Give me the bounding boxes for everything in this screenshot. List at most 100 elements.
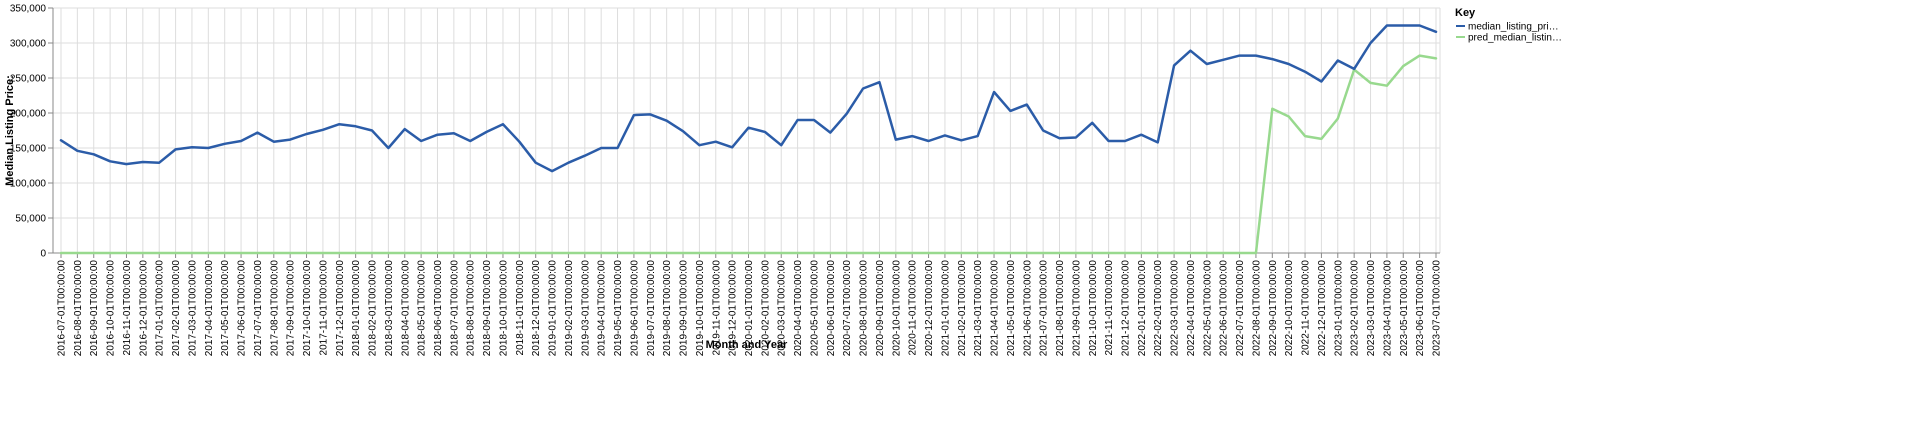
- x-tick-label: 2018-11-01T00:00:00: [515, 260, 526, 356]
- x-tick-label: 2019-07-01T00:00:00: [646, 260, 657, 357]
- x-tick-label: 2023-01-01T00:00:00: [1333, 260, 1344, 357]
- x-tick-label: 2019-08-01T00:00:00: [662, 260, 673, 357]
- x-tick-label: 2021-05-01T00:00:00: [1006, 260, 1017, 357]
- y-tick-label: 50,000: [15, 214, 46, 225]
- y-tick-label: 300,000: [10, 39, 47, 50]
- x-tick-label: 2017-01-01T00:00:00: [155, 260, 166, 357]
- x-tick-label: 2021-06-01T00:00:00: [1022, 260, 1033, 357]
- x-tick-label: 2021-11-01T00:00:00: [1104, 260, 1115, 356]
- y-tick-label: 350,000: [10, 4, 47, 15]
- x-tick-label: 2018-06-01T00:00:00: [433, 260, 444, 357]
- x-tick-label: 2017-05-01T00:00:00: [220, 260, 231, 357]
- x-tick-label: 2020-10-01T00:00:00: [891, 260, 902, 357]
- series-line-pred_median_listing_price: [59, 54, 1438, 255]
- x-tick-label: 2019-03-01T00:00:00: [580, 260, 591, 357]
- x-tick-label: 2019-01-01T00:00:00: [548, 260, 559, 357]
- x-tick-label: 2019-05-01T00:00:00: [613, 260, 624, 357]
- x-tick-label: 2022-07-01T00:00:00: [1235, 260, 1246, 357]
- x-tick-label: 2022-03-01T00:00:00: [1170, 260, 1181, 357]
- x-tick-label: 2016-07-01T00:00:00: [57, 260, 68, 357]
- x-tick-label: 2020-03-01T00:00:00: [777, 260, 788, 357]
- x-tick-label: 2021-12-01T00:00:00: [1120, 260, 1131, 357]
- x-tick-label: 2020-05-01T00:00:00: [809, 260, 820, 357]
- x-tick-label: 2019-12-01T00:00:00: [728, 260, 739, 357]
- x-tick-label: 2020-06-01T00:00:00: [826, 260, 837, 357]
- x-tick-label: 2020-11-01T00:00:00: [908, 260, 919, 356]
- x-tick-label: 2018-12-01T00:00:00: [531, 260, 542, 357]
- legend-label-median_listing_price: median_listing_pri…: [1468, 22, 1559, 33]
- x-tick-label: 2023-03-01T00:00:00: [1366, 260, 1377, 357]
- x-tick-label: 2022-04-01T00:00:00: [1186, 260, 1197, 357]
- x-tick-label: 2021-08-01T00:00:00: [1055, 260, 1066, 357]
- legend-items: median_listing_pri…pred_median_listin…: [1456, 22, 1562, 44]
- x-tick-label: 2023-02-01T00:00:00: [1350, 260, 1361, 357]
- x-tick-label: 2022-06-01T00:00:00: [1219, 260, 1230, 357]
- y-tick-label: 150,000: [10, 144, 47, 155]
- x-tick-label: 2017-08-01T00:00:00: [269, 260, 280, 357]
- legend-title: Key: [1455, 7, 1476, 19]
- x-tick-label: 2017-12-01T00:00:00: [335, 260, 346, 357]
- x-tick-label: 2019-09-01T00:00:00: [679, 260, 690, 357]
- series-line-median_listing_price: [59, 24, 1438, 173]
- x-tick-label: 2022-02-01T00:00:00: [1153, 260, 1164, 357]
- x-tick-label: 2018-09-01T00:00:00: [482, 260, 493, 357]
- x-tick-label: 2022-11-01T00:00:00: [1301, 260, 1312, 356]
- y-tick-label: 200,000: [10, 109, 47, 120]
- x-tick-label: 2018-01-01T00:00:00: [351, 260, 362, 357]
- x-tick-label: 2023-05-01T00:00:00: [1399, 260, 1410, 357]
- x-tick-label: 2018-02-01T00:00:00: [368, 260, 379, 357]
- x-tick-label: 2016-08-01T00:00:00: [73, 260, 84, 357]
- x-tick-label: 2018-04-01T00:00:00: [400, 260, 411, 357]
- x-tick-label: 2022-01-01T00:00:00: [1137, 260, 1148, 357]
- x-tick-label: 2021-09-01T00:00:00: [1071, 260, 1082, 357]
- x-tick-label: 2021-04-01T00:00:00: [990, 260, 1001, 357]
- x-tick-label: 2016-12-01T00:00:00: [138, 260, 149, 357]
- x-tick-label: 2022-08-01T00:00:00: [1251, 260, 1262, 357]
- x-tick-label: 2019-11-01T00:00:00: [711, 260, 722, 356]
- legend: Key median_listing_pri…pred_median_listi…: [1455, 7, 1562, 44]
- x-tick-label: 2020-09-01T00:00:00: [875, 260, 886, 357]
- x-tick-label: 2023-06-01T00:00:00: [1415, 260, 1426, 357]
- x-tick-label: 2017-02-01T00:00:00: [171, 260, 182, 357]
- x-tick-label: 2021-07-01T00:00:00: [1039, 260, 1050, 357]
- y-axis-title: Median Listing Price:: [4, 75, 16, 186]
- x-tick-label: 2018-03-01T00:00:00: [384, 260, 395, 357]
- x-tick-label: 2023-07-01T00:00:00: [1432, 260, 1443, 357]
- x-tick-label: 2017-04-01T00:00:00: [204, 260, 215, 357]
- series-lines: [59, 24, 1438, 255]
- x-tick-label: 2022-12-01T00:00:00: [1317, 260, 1328, 357]
- x-tick-label: 2016-10-01T00:00:00: [106, 260, 117, 357]
- x-tick-label: 2016-11-01T00:00:00: [122, 260, 133, 356]
- x-tick-label: 2022-05-01T00:00:00: [1202, 260, 1213, 357]
- tick-labels: 0 50,000 100,000 150,000 200,000 250,000 300,0…: [10, 4, 1443, 357]
- x-tick-label: 2019-04-01T00:00:00: [597, 260, 608, 357]
- x-tick-label: 2020-01-01T00:00:00: [744, 260, 755, 357]
- x-axis-title: Month and Year: [706, 339, 788, 351]
- x-tick-label: 2019-06-01T00:00:00: [629, 260, 640, 357]
- x-tick-label: 2016-09-01T00:00:00: [89, 260, 100, 357]
- x-tick-label: 2021-03-01T00:00:00: [973, 260, 984, 357]
- x-tick-label: 2022-10-01T00:00:00: [1284, 260, 1295, 357]
- y-tick-label: 100,000: [10, 179, 47, 190]
- x-tick-label: 2017-07-01T00:00:00: [253, 260, 264, 357]
- x-tick-label: 2018-10-01T00:00:00: [498, 260, 509, 357]
- x-tick-label: 2018-08-01T00:00:00: [466, 260, 477, 357]
- x-tick-label: 2020-08-01T00:00:00: [859, 260, 870, 357]
- x-tick-label: 2020-07-01T00:00:00: [842, 260, 853, 357]
- grid-lines: [53, 7, 1441, 254]
- x-tick-label: 2017-09-01T00:00:00: [286, 260, 297, 357]
- x-tick-label: 2018-07-01T00:00:00: [449, 260, 460, 357]
- x-tick-label: 2019-10-01T00:00:00: [695, 260, 706, 357]
- x-tick-label: 2017-03-01T00:00:00: [187, 260, 198, 357]
- x-tick-label: 2021-02-01T00:00:00: [957, 260, 968, 357]
- x-tick-label: 2018-05-01T00:00:00: [417, 260, 428, 357]
- x-tick-label: 2017-11-01T00:00:00: [318, 260, 329, 356]
- y-tick-label: 250,000: [10, 74, 47, 85]
- x-tick-label: 2022-09-01T00:00:00: [1268, 260, 1279, 357]
- x-tick-label: 2019-02-01T00:00:00: [564, 260, 575, 357]
- x-tick-label: 2023-04-01T00:00:00: [1382, 260, 1393, 357]
- x-tick-label: 2017-10-01T00:00:00: [302, 260, 313, 357]
- x-tick-label: 2020-02-01T00:00:00: [760, 260, 771, 357]
